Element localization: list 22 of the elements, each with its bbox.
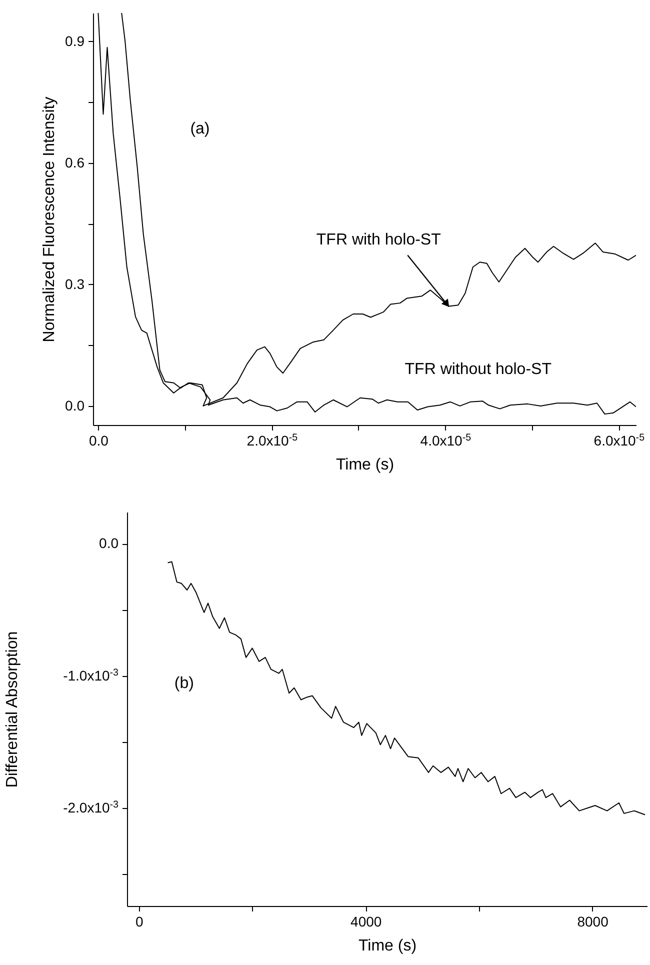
x-axis-title: Time (s) (358, 938, 417, 954)
x-tick-label: 6.0x10$^{-5}$ (594, 432, 646, 448)
line-series (167, 561, 646, 816)
y-tick-label: -1.0x10$^{-3}$ (63, 666, 120, 684)
x-tick-label: 4.0x10$^{-5}$ (420, 432, 472, 448)
x-tick-label: 4000 (350, 914, 382, 930)
annotation: (b) (174, 674, 194, 692)
y-tick-label: 0.6 (65, 154, 85, 170)
y-tick-label: 0.0 (99, 535, 119, 552)
y-tick-label: -2.0x10$^{-3}$ (63, 799, 120, 816)
x-tick-label: 0 (136, 914, 144, 930)
x-tick-label: 2.0x10$^{-5}$ (246, 432, 298, 448)
annotation: (a) (190, 120, 210, 138)
annotation: TFR with holo-ST (316, 231, 442, 248)
y-axis-title: Normalized Fluorescence Intensity (41, 96, 58, 342)
y-tick-label: 0.0 (65, 397, 85, 414)
y-axis-title: Differential Absorption (4, 631, 21, 788)
annotation: TFR without holo-ST (404, 360, 552, 378)
y-tick-label: 0.9 (65, 32, 85, 49)
x-axis-title: Time (s) (336, 456, 394, 474)
y-tick-label: 0.3 (65, 276, 85, 292)
x-tick-label: 8000 (577, 914, 609, 930)
